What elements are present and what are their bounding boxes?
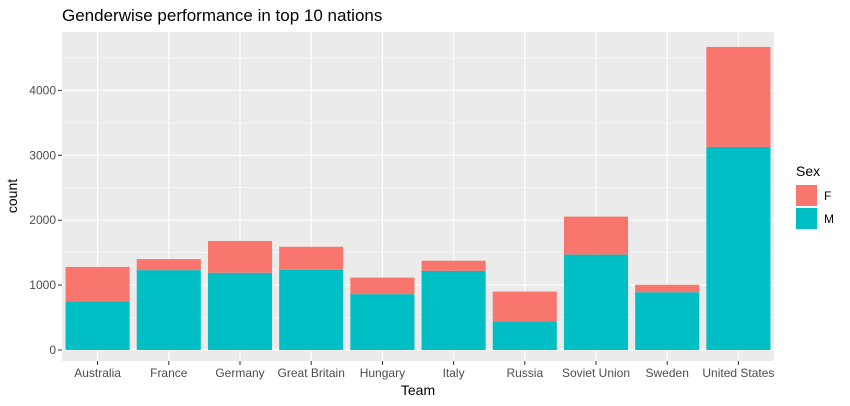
bar-italy-f (421, 260, 486, 271)
bar-great-britain-f (279, 246, 344, 270)
bar-soviet-union-f (563, 216, 629, 255)
x-tick-label: United States (702, 366, 774, 380)
x-tick-label: Soviet Union (562, 366, 630, 380)
bar-soviet-union-m (563, 254, 629, 350)
y-tick-label: 1000 (29, 278, 56, 292)
y-tick-label: 0 (49, 343, 56, 357)
bar-australia-f (65, 266, 130, 302)
bar-france-m (136, 270, 201, 350)
bar-sweden-m (635, 292, 700, 350)
x-tick-label: Germany (215, 366, 264, 380)
bars (65, 46, 771, 350)
y-tick-label: 4000 (29, 83, 56, 97)
bar-russia-m (492, 321, 557, 350)
bar-hungary-m (350, 294, 415, 350)
legend-title: Sex (796, 163, 820, 179)
x-tick-label: Russia (506, 366, 543, 380)
bar-italy-m (421, 270, 486, 350)
bar-france-f (136, 259, 201, 271)
bar-germany-m (207, 272, 273, 350)
y-axis: 0 1000 2000 3000 4000 (29, 83, 62, 357)
y-tick-label: 3000 (29, 148, 56, 162)
x-tick-label: Sweden (646, 366, 689, 380)
x-tick-label: Italy (443, 366, 465, 380)
bar-australia-m (65, 301, 130, 350)
legend-label-f: F (824, 189, 831, 203)
y-tick-label: 2000 (29, 213, 56, 227)
x-tick-label: Great Britain (278, 366, 345, 380)
bar-great-britain-m (279, 269, 344, 350)
bar-hungary-f (350, 277, 415, 295)
chart-title: Genderwise performance in top 10 nations (62, 6, 382, 25)
bar-germany-f (207, 240, 273, 273)
bar-russia-f (492, 291, 557, 322)
bar-united-states-f (706, 46, 771, 147)
bar-united-states-m (706, 146, 771, 350)
legend-label-m: M (824, 212, 834, 226)
x-tick-label: Australia (74, 366, 121, 380)
x-tick-label: France (150, 366, 188, 380)
bar-sweden-f (635, 284, 700, 293)
legend: Sex FM (796, 163, 834, 229)
x-axis-title: Team (401, 382, 435, 398)
legend-key-m (796, 208, 817, 229)
y-axis-title: count (4, 179, 20, 213)
legend-key-f (796, 185, 817, 206)
x-tick-label: Hungary (360, 366, 405, 380)
x-axis: Australia France Germany Great Britain Hunga… (74, 361, 774, 380)
